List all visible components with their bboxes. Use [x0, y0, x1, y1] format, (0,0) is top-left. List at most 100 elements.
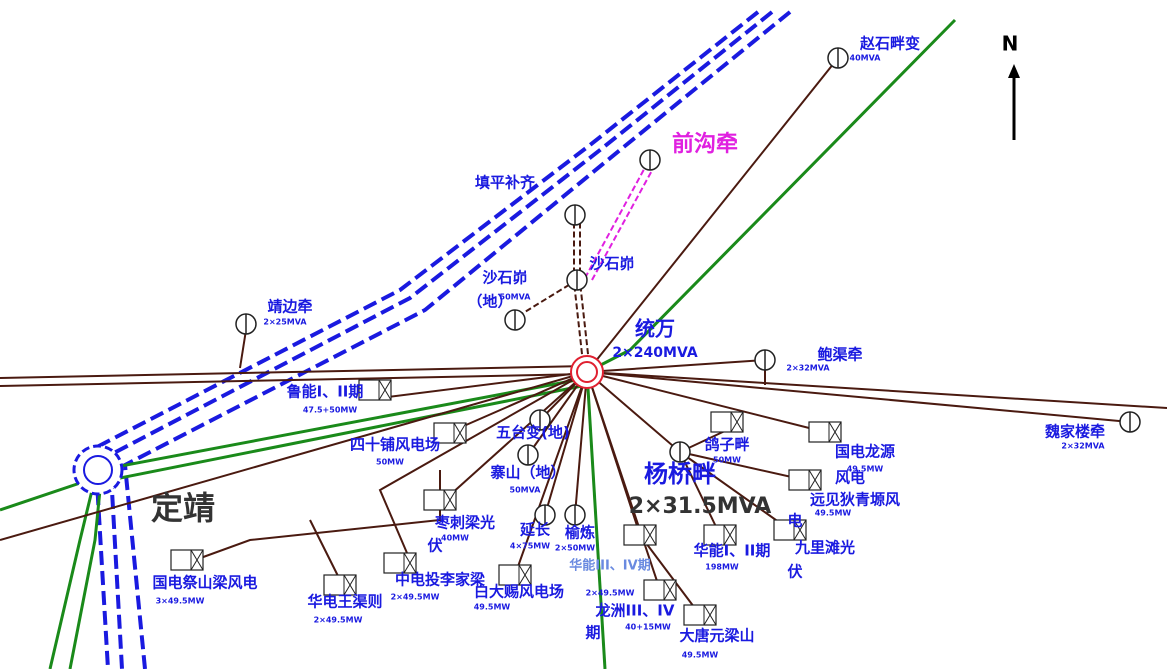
line [544, 371, 588, 516]
generator-mark [453, 422, 467, 444]
label: 50MVA [510, 486, 542, 495]
generator [170, 549, 204, 571]
line [0, 373, 588, 387]
generator [623, 524, 657, 546]
label: 榆炼 [565, 524, 595, 542]
labels: N赵石畔变40MVA前沟牵填平补齐沙石峁沙石峁（地）50MVA靖边牵2×25MV… [151, 32, 1105, 660]
label: 国电祭山梁风电 [152, 574, 257, 592]
generator [703, 524, 737, 546]
line [586, 359, 766, 373]
generators [170, 379, 842, 626]
label: 2×32MVA [1061, 442, 1105, 451]
label: 2×25MVA [263, 318, 307, 327]
generator [323, 574, 357, 596]
line-green [68, 489, 102, 669]
generator-mark [443, 489, 457, 511]
line [586, 371, 661, 591]
generator-mark [378, 379, 392, 401]
label: 198MW [705, 563, 739, 572]
label: 50MW [376, 458, 404, 467]
label: 3×49.5MW [156, 597, 205, 606]
corridor [107, 10, 774, 669]
corridor [92, 10, 760, 669]
label: 40+15MW [625, 623, 671, 632]
line [449, 371, 588, 433]
label: 枣刺梁光 [434, 514, 495, 532]
generator-mark [730, 411, 744, 433]
line [309, 519, 341, 581]
label: 期 [585, 624, 600, 642]
label: 华能I、II期 [694, 542, 771, 560]
line [586, 371, 1167, 409]
generator [383, 552, 417, 574]
north-arrow [1008, 64, 1020, 140]
line [0, 365, 588, 379]
line-green [0, 475, 98, 669]
label: 九里滩光 [794, 539, 855, 557]
label: 鸽子畔 [704, 436, 749, 454]
label: 鲁能I、II期 [287, 383, 364, 401]
label: 统万 [635, 317, 675, 341]
generator-mark [403, 552, 417, 574]
generator-mark [828, 421, 842, 443]
label: 鲍渠牵 [817, 346, 862, 364]
generator [433, 422, 467, 444]
label: 魏家楼牵 [1044, 423, 1105, 441]
line-green [99, 376, 588, 472]
line [378, 371, 588, 561]
label: 2×49.5MW [391, 593, 440, 602]
label: 风电 [835, 469, 865, 487]
generator [683, 604, 717, 626]
label: N [1002, 32, 1019, 56]
line-magenta [591, 164, 656, 281]
label: 华电王渠则 [307, 593, 382, 611]
generator-mark [518, 564, 532, 586]
label: 50MW [713, 456, 741, 465]
label: 四十铺风电场 [350, 436, 440, 454]
label: 填平补齐 [475, 174, 536, 192]
label: 40MVA [850, 54, 882, 63]
line-green [585, 371, 607, 669]
line [239, 329, 247, 369]
label: 2×31.5MVA [629, 494, 771, 519]
hub-station [83, 455, 113, 485]
line [679, 451, 806, 481]
line [679, 451, 721, 536]
generator-mark [663, 579, 677, 601]
corridor [122, 10, 792, 669]
generator [773, 519, 807, 541]
generator [358, 379, 392, 401]
line [586, 57, 839, 373]
line [574, 371, 588, 516]
line [586, 371, 826, 433]
label: 50MVA [500, 293, 532, 302]
label: 2×240MVA [612, 345, 698, 361]
generator [498, 564, 532, 586]
substations [235, 47, 1141, 526]
label: 49.5MW [682, 651, 719, 660]
label: 延长 [519, 521, 551, 539]
label: 40MW [441, 534, 469, 543]
label: 中电投李家梁 [395, 571, 486, 589]
north-arrow-head [1008, 64, 1020, 78]
label: 华能III、IV期 [569, 558, 650, 574]
line [514, 371, 588, 576]
lines [0, 10, 1167, 669]
label: 2×49.5MW [314, 616, 363, 625]
label: 伏 [787, 563, 802, 581]
label: 赵石畔变 [859, 35, 920, 53]
label: 杨桥畔 [644, 460, 716, 488]
label: 47.5+50MW [303, 406, 358, 415]
label: 大唐元梁山 [679, 627, 754, 645]
hub-station [576, 361, 598, 383]
generator-mark [343, 574, 357, 596]
label: 五台变(地) [496, 424, 570, 442]
generator [423, 489, 457, 511]
label: 49.5MW [815, 509, 852, 518]
label: 49.5MW [474, 603, 511, 612]
line [586, 371, 1131, 423]
label: 电 [787, 512, 802, 530]
label: 前沟牵 [672, 131, 738, 157]
label: 沙石峁 [482, 269, 527, 287]
